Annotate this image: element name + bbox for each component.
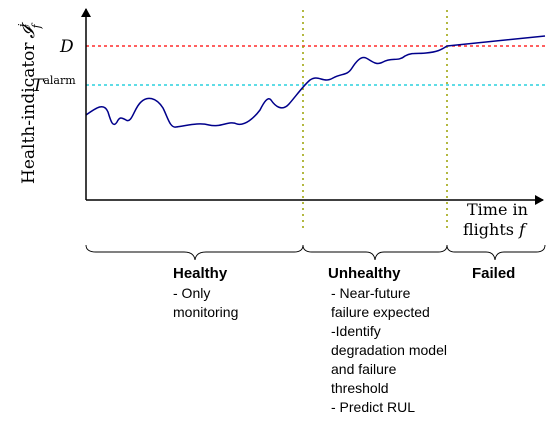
y-axis-label-sup: i bbox=[16, 23, 29, 27]
x-axis-label-line2-symbol: f bbox=[518, 220, 528, 239]
unhealthy-description-line: - Near-future bbox=[331, 285, 411, 301]
phase-failed-title: Failed bbox=[472, 265, 515, 282]
phase-unhealthy-description: - Near-future failure expected -Identify de… bbox=[331, 285, 447, 415]
threshold-alarm-sup: alarm bbox=[43, 74, 76, 87]
x-axis-label-line2: flights f bbox=[463, 220, 528, 239]
unhealthy-description-line: - Predict RUL bbox=[331, 399, 415, 415]
threshold-alarm-label: Talarm bbox=[32, 74, 76, 96]
healthy-brace bbox=[85, 244, 304, 261]
phase-healthy-title: Healthy bbox=[173, 265, 228, 282]
y-axis-label-text: Health-indicator bbox=[19, 42, 39, 184]
phase-unhealthy-title: Unhealthy bbox=[328, 265, 401, 282]
threshold-d-label: D bbox=[59, 37, 74, 57]
unhealthy-brace bbox=[302, 244, 448, 261]
y-axis-label: Health-indicator𝓘if bbox=[16, 21, 43, 184]
healthy-description-line: monitoring bbox=[173, 304, 238, 320]
phase-healthy-description: - Only monitoring bbox=[173, 285, 238, 320]
y-axis-label-sub: f bbox=[30, 22, 43, 29]
unhealthy-description-line: threshold bbox=[331, 380, 389, 396]
x-axis-label-line1: Time in bbox=[467, 200, 528, 219]
unhealthy-description-line: and failure bbox=[331, 361, 397, 377]
health-indicator-curve bbox=[85, 35, 546, 128]
unhealthy-description-line: degradation model bbox=[331, 342, 447, 358]
unhealthy-description-line: failure expected bbox=[331, 304, 430, 320]
unhealthy-description-line: -Identify bbox=[331, 323, 381, 339]
threshold-alarm-base: T bbox=[32, 76, 45, 96]
x-axis-label-line2-text: flights bbox=[463, 220, 519, 239]
healthy-description-line: - Only bbox=[173, 285, 210, 301]
failed-brace bbox=[446, 244, 546, 261]
